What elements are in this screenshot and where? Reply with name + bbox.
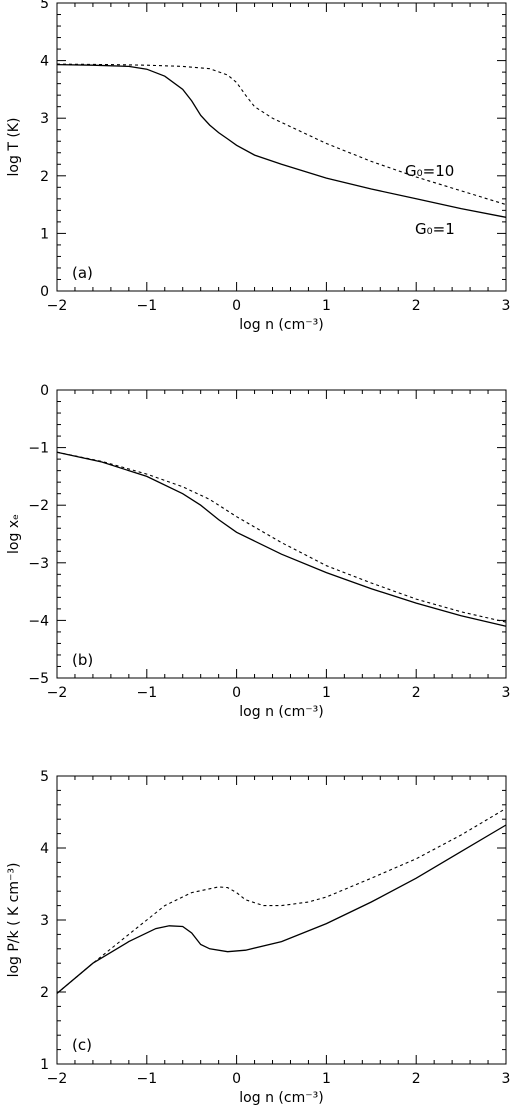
panel-c: −2 −1 0 1 2 3 1 2 3 4 5 log n (cm⁻³) log P/k ( K cm⁻… xyxy=(6,769,510,1106)
x-tick-label: 1 xyxy=(322,1071,331,1087)
y-tick-label: 0 xyxy=(40,383,49,399)
plot-frame xyxy=(56,2,507,292)
x-tick-label: 0 xyxy=(232,298,241,314)
y-axis-label: log T (K) xyxy=(6,118,22,177)
series-line-g0-1 xyxy=(56,63,507,218)
x-tick-label: 3 xyxy=(502,298,510,314)
y-tick-label: 1 xyxy=(40,226,49,242)
x-tick-label: 1 xyxy=(322,685,331,701)
series-line-g0-1 xyxy=(56,824,507,994)
y-tick-label: 4 xyxy=(40,841,49,857)
y-tick-label: 2 xyxy=(40,169,49,185)
x-tick-label: −2 xyxy=(47,1071,68,1087)
y-tick-label: 1 xyxy=(40,1057,49,1073)
x-tick-label: 2 xyxy=(412,1071,421,1087)
y-tick-label: 2 xyxy=(40,985,49,1001)
y-tick-label: 0 xyxy=(40,284,49,300)
panel-label: (a) xyxy=(72,264,93,282)
panel-a: −2 −1 0 1 2 3 0 1 2 3 4 5 log n (cm⁻³) log T (K) (a) xyxy=(6,0,510,333)
x-tick-label: 2 xyxy=(412,298,421,314)
x-axis-label: log n (cm⁻³) xyxy=(239,317,323,333)
y-tick-label: 5 xyxy=(40,769,49,785)
series-line-g0-10 xyxy=(56,63,507,206)
y-axis-label: log xₑ xyxy=(6,514,22,554)
panel-b: −2 −1 0 1 2 3 0 −1 −2 −3 −4 −5 log n (cm⁻³) log xₑ (b) xyxy=(6,383,510,720)
x-tick-label: −1 xyxy=(136,298,157,314)
y-tick-label: −1 xyxy=(28,441,49,457)
x-tick-label: −1 xyxy=(136,685,157,701)
series-line-g0-10 xyxy=(56,451,507,623)
y-axis-label: log P/k ( K cm⁻³) xyxy=(6,863,22,978)
x-tick-label: 0 xyxy=(232,1071,241,1087)
x-tick-label: 1 xyxy=(322,298,331,314)
x-tick-label: −1 xyxy=(136,1071,157,1087)
x-axis-label: log n (cm⁻³) xyxy=(239,1090,323,1106)
y-tick-label: 4 xyxy=(40,54,49,70)
curve-annotation: G₀=10 xyxy=(405,162,454,180)
y-tick-label: −2 xyxy=(28,498,49,514)
y-tick-label: −4 xyxy=(28,613,49,629)
panel-label: (b) xyxy=(72,651,93,669)
y-tick-label: −5 xyxy=(28,671,49,687)
x-tick-label: 3 xyxy=(502,1071,510,1087)
x-tick-label: 3 xyxy=(502,685,510,701)
x-axis-label: log n (cm⁻³) xyxy=(239,704,323,720)
x-tick-label: 0 xyxy=(232,685,241,701)
y-tick-label: 5 xyxy=(40,0,49,12)
y-tick-label: 3 xyxy=(40,111,49,127)
y-tick-label: 3 xyxy=(40,913,49,929)
x-tick-label: 2 xyxy=(412,685,421,701)
series-line-g0-10 xyxy=(56,807,507,994)
plot-frame xyxy=(56,389,507,679)
plot-frame xyxy=(56,775,507,1065)
panel-label: (c) xyxy=(72,1036,92,1054)
series-line-g0-1 xyxy=(56,451,507,627)
y-tick-label: −3 xyxy=(28,556,49,572)
x-tick-label: −2 xyxy=(47,298,68,314)
x-tick-label: −2 xyxy=(47,685,68,701)
curve-annotation: G₀=1 xyxy=(415,220,455,238)
